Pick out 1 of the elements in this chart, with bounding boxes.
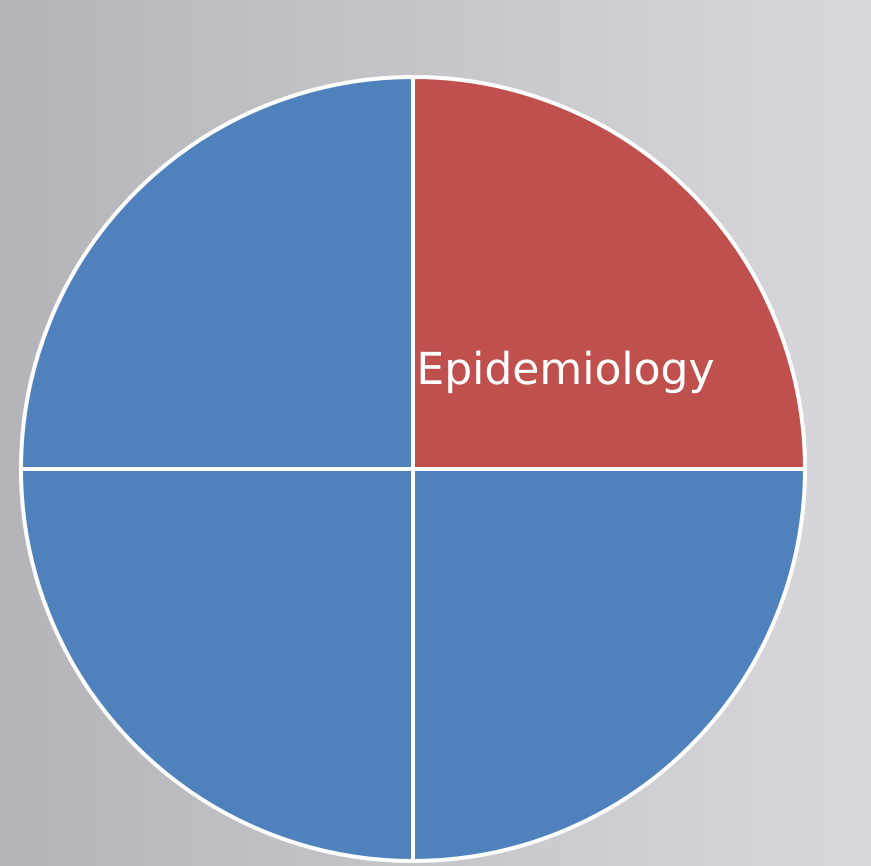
slice-label: Epidemiology bbox=[416, 344, 714, 396]
